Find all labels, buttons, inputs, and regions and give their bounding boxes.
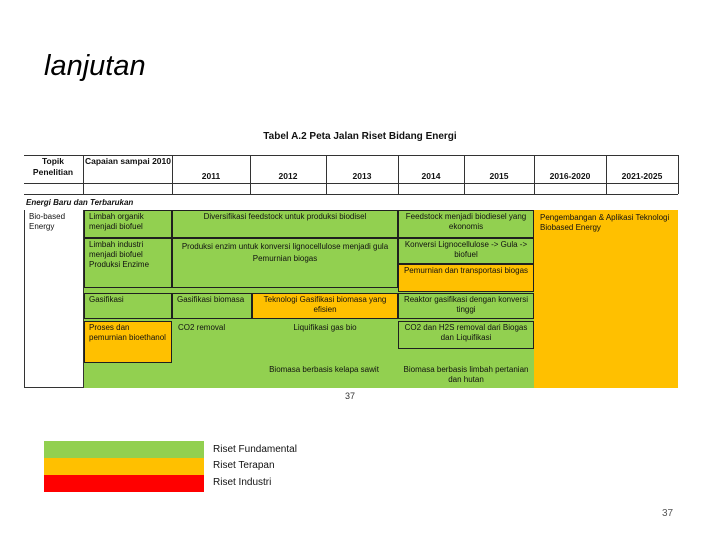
capaian-limbah-organik: Limbah organik menjadi biofuel bbox=[84, 210, 172, 238]
grid-line bbox=[83, 155, 84, 194]
grid-line bbox=[24, 183, 678, 184]
cell-pemurnian-transportasi: Pemurnian dan transportasi biogas bbox=[398, 264, 534, 292]
page-number: 37 bbox=[662, 508, 674, 519]
topic-label: Bio-based Energy bbox=[29, 212, 66, 231]
grid-line bbox=[398, 155, 399, 194]
cell-co2-h2s: CO2 dan H2S removal dari Biogas dan Liqu… bbox=[398, 321, 534, 349]
grid-line bbox=[250, 155, 251, 194]
grid-line bbox=[606, 155, 607, 194]
legend-label-fundamental: Riset Fundamental bbox=[213, 444, 297, 455]
grid-line bbox=[24, 194, 678, 195]
capaian-produksi-enzime: Produksi Enzime bbox=[89, 260, 150, 269]
legend-swatch-terapan bbox=[44, 458, 204, 475]
grid-line bbox=[464, 155, 465, 194]
cell-produksi-enzim-text: Produksi enzim untuk konversi lignocellu… bbox=[181, 242, 389, 251]
legend-swatch-industri bbox=[44, 475, 204, 492]
section-label: Energi Baru dan Terbarukan bbox=[26, 198, 134, 207]
cell-gasifikasi-biomasa: Gasifikasi biomasa bbox=[172, 293, 252, 319]
header-2015: 2015 bbox=[489, 171, 509, 181]
cell-co2-removal: CO2 removal bbox=[174, 322, 254, 336]
header-2011: 2011 bbox=[201, 171, 221, 181]
header-2021-2025: 2021-2025 bbox=[621, 171, 663, 181]
header-topik: Topik Penelitian bbox=[32, 156, 74, 177]
header-2016-2020: 2016-2020 bbox=[549, 171, 591, 181]
header-2014: 2014 bbox=[421, 171, 441, 181]
cell-liquifikasi: Liquifikasi gas bio bbox=[270, 322, 380, 336]
cell-teknologi-gasifikasi: Teknologi Gasifikasi biomasa yang efisie… bbox=[252, 293, 398, 319]
cell-biomasa-sawit: Biomasa berbasis kelapa sawit bbox=[262, 364, 386, 386]
capaian-gasifikasi: Gasifikasi bbox=[84, 293, 172, 319]
cell-konversi-lignocellulose: Konversi Lignocellulose -> Gula -> biofu… bbox=[398, 238, 534, 264]
slide-title: lanjutan bbox=[44, 50, 146, 82]
grid-line bbox=[534, 155, 535, 194]
source-page-number: 37 bbox=[345, 391, 356, 401]
cell-diversifikasi: Diversifikasi feedstock untuk produksi b… bbox=[172, 210, 398, 238]
grid-line bbox=[24, 155, 678, 156]
grid-line bbox=[678, 155, 679, 194]
capaian-bioethanol: Proses dan pemurnian bioethanol bbox=[84, 321, 172, 363]
legend-swatch-fundamental bbox=[44, 441, 204, 458]
header-capaian: Capaian sampai 2010 bbox=[85, 156, 171, 166]
legend-label-industri: Riset Industri bbox=[213, 477, 272, 488]
header-2013: 2013 bbox=[352, 171, 372, 181]
cell-feedstock: Feedstock menjadi biodiesel yang ekonomi… bbox=[398, 210, 534, 238]
legend-label-terapan: Riset Terapan bbox=[213, 460, 275, 471]
grid-line bbox=[326, 155, 327, 194]
cell-produksi-enzim: Produksi enzim untuk konversi lignocellu… bbox=[172, 238, 398, 288]
cell-biomasa-limbah: Biomasa berbasis limbah pertanian dan hu… bbox=[398, 364, 534, 386]
cell-pengembangan: Pengembangan & Aplikasi Teknologi Biobas… bbox=[536, 212, 676, 240]
capaian-limbah-industri-text: Limbah industri menjadi biofuel bbox=[89, 240, 144, 259]
cell-pemurnian-biogas: Pemurnian biogas bbox=[252, 254, 318, 263]
grid-line bbox=[172, 155, 173, 194]
cell-reaktor-gasifikasi: Reaktor gasifikasi dengan konversi tingg… bbox=[398, 293, 534, 319]
header-2012: 2012 bbox=[278, 171, 298, 181]
grid-line bbox=[83, 210, 84, 388]
capaian-limbah-industri: Limbah industri menjadi biofuel Produksi… bbox=[84, 238, 172, 288]
table-title: Tabel A.2 Peta Jalan Riset Bidang Energi bbox=[263, 131, 457, 142]
